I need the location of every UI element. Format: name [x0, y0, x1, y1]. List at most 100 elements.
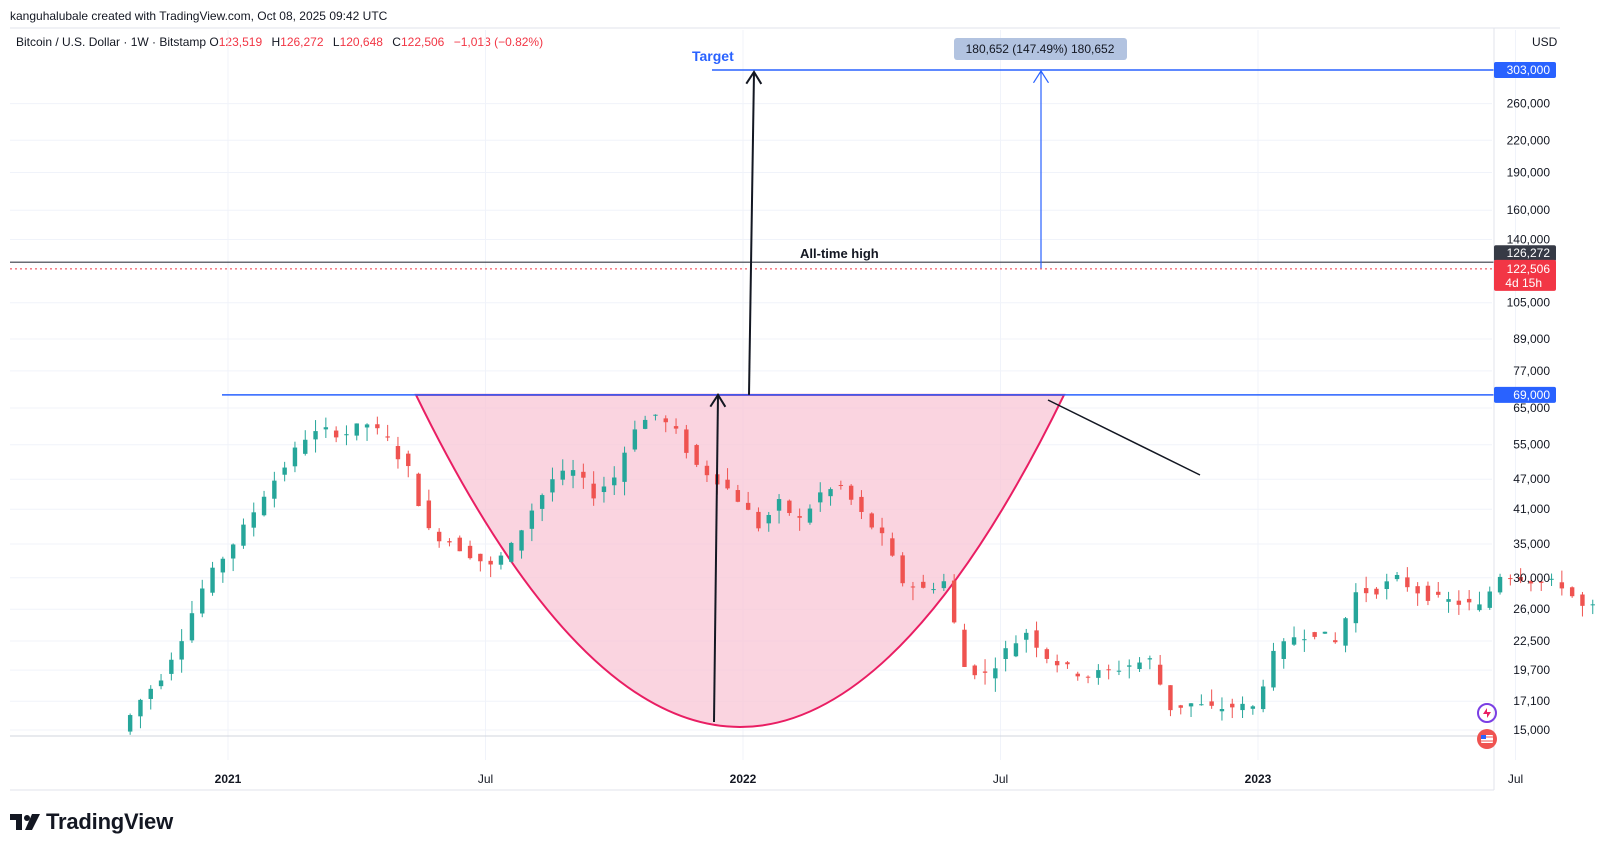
candle-body: [323, 427, 329, 430]
candle-body: [488, 560, 493, 565]
candle-body: [642, 419, 648, 429]
y-tick-label: 47,000: [1513, 472, 1550, 486]
candle-body: [1477, 604, 1482, 611]
candle-body: [519, 530, 524, 551]
candle-body: [539, 495, 545, 509]
candle-body: [1044, 649, 1050, 659]
candle-body: [1291, 637, 1297, 645]
candle-body: [1394, 574, 1400, 580]
candle-body: [694, 445, 699, 465]
candle-body: [828, 489, 833, 497]
breakout-target-arrow-head: [745, 70, 763, 85]
candle-body: [735, 490, 741, 502]
y-tick-label: 35,000: [1513, 537, 1550, 551]
resistance-price-badge-bg: [1494, 386, 1556, 403]
candle-body: [1322, 631, 1328, 634]
candle-body: [807, 508, 813, 523]
candle-body: [1240, 703, 1245, 711]
candle-body: [1456, 600, 1462, 605]
candle-body: [210, 567, 215, 593]
descending-trendline[interactable]: [1047, 399, 1201, 476]
candle-body: [220, 558, 226, 573]
tradingview-logo[interactable]: TradingView: [10, 809, 173, 835]
candle-body: [1209, 701, 1214, 706]
measure-label: 180,652 (147.49%) 180,652: [966, 42, 1115, 56]
candle-body: [498, 555, 504, 565]
candle-body: [282, 467, 287, 475]
candle-body: [612, 477, 617, 486]
symbol-label[interactable]: Bitcoin / U.S. Dollar · 1W · Bitstamp: [16, 35, 207, 49]
candle-body: [704, 465, 710, 476]
spark-icon[interactable]: [1476, 702, 1498, 724]
annotations-layer: Target All-time high 180,652 (147.49%) 180…: [10, 38, 1494, 723]
x-tick-label: 2021: [215, 772, 242, 786]
candle-body: [910, 586, 916, 588]
candle-body: [1363, 588, 1369, 594]
candle-body: [1425, 585, 1431, 601]
candle-body: [581, 471, 586, 478]
cup-depth-arrow[interactable]: [713, 394, 719, 723]
change-value: −1,013 (−0.82%): [453, 35, 544, 49]
candle-body: [447, 541, 452, 543]
candle-body: [570, 470, 576, 476]
measure-arrow-head: [1032, 69, 1050, 84]
candle-body: [787, 500, 792, 514]
candle-body: [972, 665, 977, 676]
candle-body: [1096, 670, 1101, 678]
candle-body: [385, 436, 390, 438]
candle-body: [859, 496, 864, 512]
close-label: C: [392, 35, 401, 49]
attribution-text: kanguhalubale created with TradingView.c…: [10, 9, 388, 23]
candle-body: [622, 452, 627, 482]
candle-body: [1013, 643, 1019, 657]
candle-body: [1271, 650, 1276, 688]
current-price-badge: 122,506: [1507, 262, 1551, 276]
high-price-badge-bg: [1494, 245, 1556, 262]
y-tick-label: 17,100: [1513, 694, 1550, 708]
y-tick-label: 140,000: [1507, 233, 1551, 247]
candle-body: [1178, 705, 1183, 708]
y-tick-label: 260,000: [1507, 97, 1551, 111]
candle-body: [457, 537, 462, 552]
cup-depth-arrow-head: [709, 393, 727, 408]
candle-body: [1405, 577, 1410, 588]
cup-pattern-shape: [414, 393, 1066, 728]
candle-body: [1374, 588, 1379, 595]
candle-body: [1219, 709, 1225, 712]
target-price-badge-bg: [1494, 62, 1556, 78]
y-tick-label: 19,700: [1513, 663, 1550, 677]
close-value: 122,506: [400, 35, 445, 49]
candle-body: [1137, 662, 1142, 670]
measure-label-box: [954, 38, 1127, 60]
candle-body: [1436, 591, 1441, 595]
side-icons: [1476, 702, 1498, 754]
candle-body: [529, 510, 535, 529]
candle-body: [395, 446, 401, 460]
candle-body: [673, 426, 679, 429]
y-tick-label: 65,000: [1513, 401, 1550, 415]
candle-body: [1415, 586, 1420, 594]
candle-body: [1508, 578, 1513, 580]
candle-body: [900, 555, 905, 584]
candle-body: [982, 671, 988, 673]
candle-body: [1497, 576, 1503, 593]
candle-body: [560, 470, 565, 480]
candle-body: [745, 502, 751, 510]
flag-icon[interactable]: [1476, 728, 1498, 750]
y-tick-label: 89,000: [1513, 332, 1550, 346]
candle-body: [1147, 658, 1153, 660]
x-tick-label: 2023: [1245, 772, 1272, 786]
current-price-badge-bg: [1494, 259, 1556, 291]
candle-body: [725, 479, 730, 489]
candle-body: [756, 511, 761, 529]
candle-body: [303, 439, 308, 454]
breakout-target-arrow[interactable]: [748, 71, 755, 395]
candle-body: [797, 516, 802, 518]
currency-label[interactable]: USD: [1532, 35, 1558, 49]
y-tick-label: 77,000: [1513, 364, 1550, 378]
candle-body: [148, 688, 153, 699]
candle-body: [1250, 706, 1256, 709]
y-tick-label: 22,500: [1513, 634, 1550, 648]
candle-body: [1539, 581, 1544, 583]
